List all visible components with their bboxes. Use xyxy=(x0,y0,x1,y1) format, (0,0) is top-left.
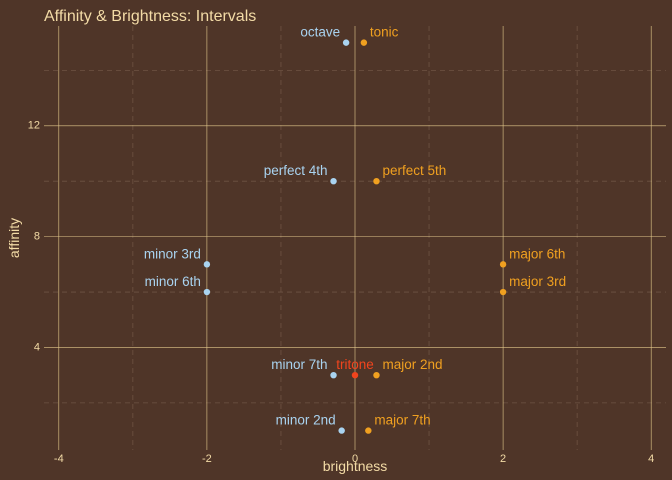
y-tick-label: 12 xyxy=(28,120,40,132)
point-label: octave xyxy=(300,25,340,40)
point-labels: octave tonic perfect 4th perfect 5th minor 3… xyxy=(144,25,566,428)
data-point xyxy=(351,371,359,379)
y-tick-label: 4 xyxy=(34,341,40,353)
point-label: minor 3rd xyxy=(144,246,201,261)
data-point xyxy=(338,427,345,434)
y-axis-label: affinity xyxy=(6,218,22,258)
point-label: perfect 4th xyxy=(264,163,328,178)
point-label: major 2nd xyxy=(382,357,442,372)
x-tick-label: -4 xyxy=(54,453,64,465)
point-label: minor 7th xyxy=(271,357,327,372)
data-point xyxy=(360,39,368,46)
x-axis-label: brightness xyxy=(323,458,388,474)
data-point xyxy=(330,177,337,185)
data-point xyxy=(499,288,507,296)
data-point xyxy=(203,288,211,296)
x-axis-ticks: -4 -2 0 2 4 xyxy=(54,453,654,465)
point-label: minor 6th xyxy=(145,274,201,289)
data-point xyxy=(373,371,380,379)
point-label: tritone xyxy=(336,357,374,372)
data-point xyxy=(203,261,211,268)
point-label: tonic xyxy=(370,25,399,40)
x-tick-label: -2 xyxy=(202,453,212,465)
x-tick-label: 0 xyxy=(352,453,358,465)
point-label: perfect 5th xyxy=(382,163,446,178)
point-label: major 3rd xyxy=(509,274,566,289)
x-tick-label: 2 xyxy=(500,453,506,465)
point-label: major 6th xyxy=(509,246,565,261)
x-tick-label: 4 xyxy=(648,453,654,465)
chart-title: Affinity & Brightness: Intervals xyxy=(44,8,256,25)
point-label: minor 2nd xyxy=(276,413,336,428)
data-point xyxy=(342,39,350,46)
y-tick-label: 8 xyxy=(34,231,40,243)
data-point xyxy=(373,177,380,185)
point-label: major 7th xyxy=(374,413,430,428)
data-point xyxy=(365,427,372,434)
data-point xyxy=(499,261,507,268)
data-points xyxy=(203,39,507,434)
y-axis-ticks: 4 8 12 xyxy=(28,120,40,354)
major-gridlines xyxy=(44,26,666,450)
data-point xyxy=(330,371,337,379)
